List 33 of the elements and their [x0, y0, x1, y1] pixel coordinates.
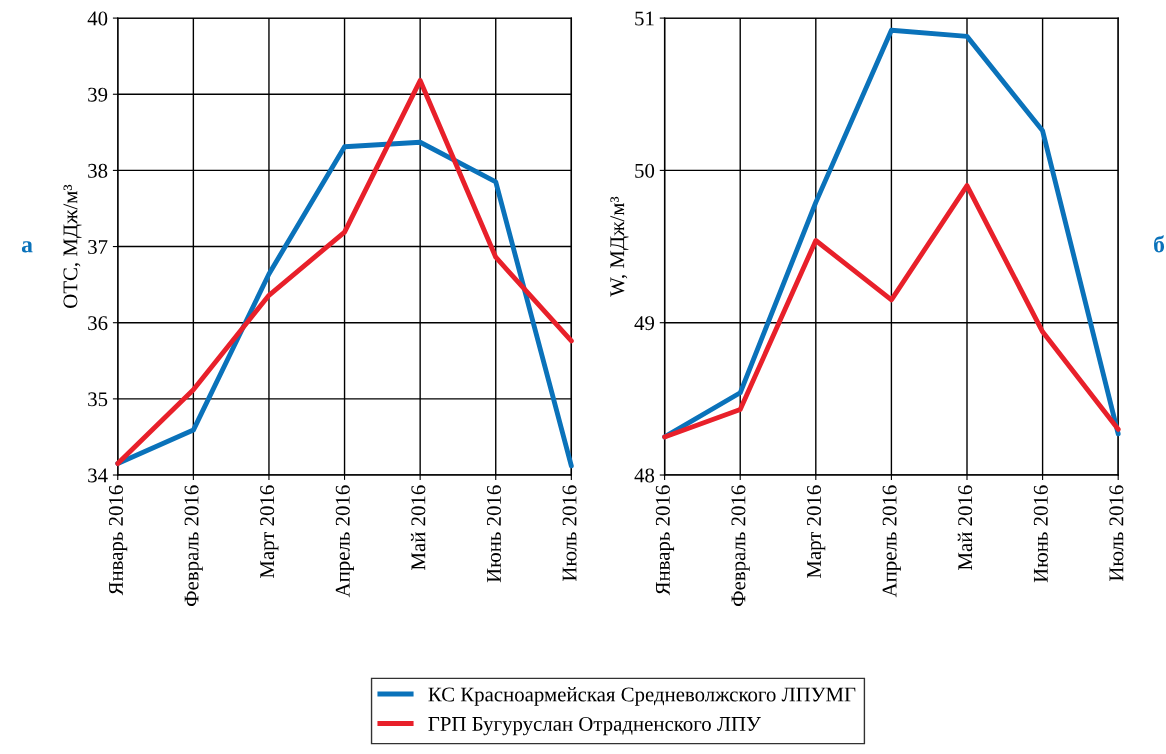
x-tick-label: Январь 2016 — [108, 485, 128, 596]
legend-label: КС Красноармейская Средневолжского ЛПУМГ — [428, 687, 856, 706]
y-tick-label: 38 — [88, 163, 108, 178]
y-tick-label: 36 — [88, 316, 108, 331]
y-tick-label: 35 — [88, 392, 108, 407]
y-tick-label: 37 — [88, 239, 108, 254]
x-tick-label: Март 2016 — [806, 485, 826, 579]
x-tick-label: Июнь 2016 — [486, 485, 501, 583]
x-tick-label: Февраль 2016 — [184, 485, 203, 607]
y-tick-label: 50 — [635, 163, 655, 178]
x-tick-label: Май 2016 — [410, 485, 426, 570]
y-tick-label: 34 — [88, 468, 108, 483]
x-tick-label: Апрель 2016 — [335, 485, 354, 598]
x-tick-label: Май 2016 — [957, 485, 973, 570]
line-series — [662, 183, 1121, 440]
x-tick-label: Февраль 2016 — [731, 485, 750, 607]
legend-label: ГРП Бугуруслан Отрадненского ЛПУ — [428, 716, 761, 736]
y-tick-label: 39 — [88, 87, 108, 102]
x-tick-label: Январь 2016 — [655, 485, 675, 596]
x-tick-label: Март 2016 — [260, 485, 279, 579]
y-tick-label: 51 — [635, 11, 654, 26]
line-series — [115, 78, 574, 467]
y-tick-label: 48 — [634, 468, 655, 483]
x-tick-label: Июль 2016 — [1109, 485, 1124, 582]
y-tick-label: 49 — [634, 316, 655, 331]
text: б — [1154, 235, 1165, 253]
y-tick-label: 40 — [87, 11, 108, 26]
x-tick-label: Июнь 2016 — [1033, 485, 1048, 583]
y-axis-title: W, МДж/м³ — [610, 196, 629, 297]
x-tick-label: Апрель 2016 — [882, 485, 901, 598]
y-axis-title: ОТС, МДж/м³ — [63, 184, 82, 308]
x-tick-label: Июль 2016 — [562, 485, 577, 582]
text: а — [21, 241, 33, 253]
